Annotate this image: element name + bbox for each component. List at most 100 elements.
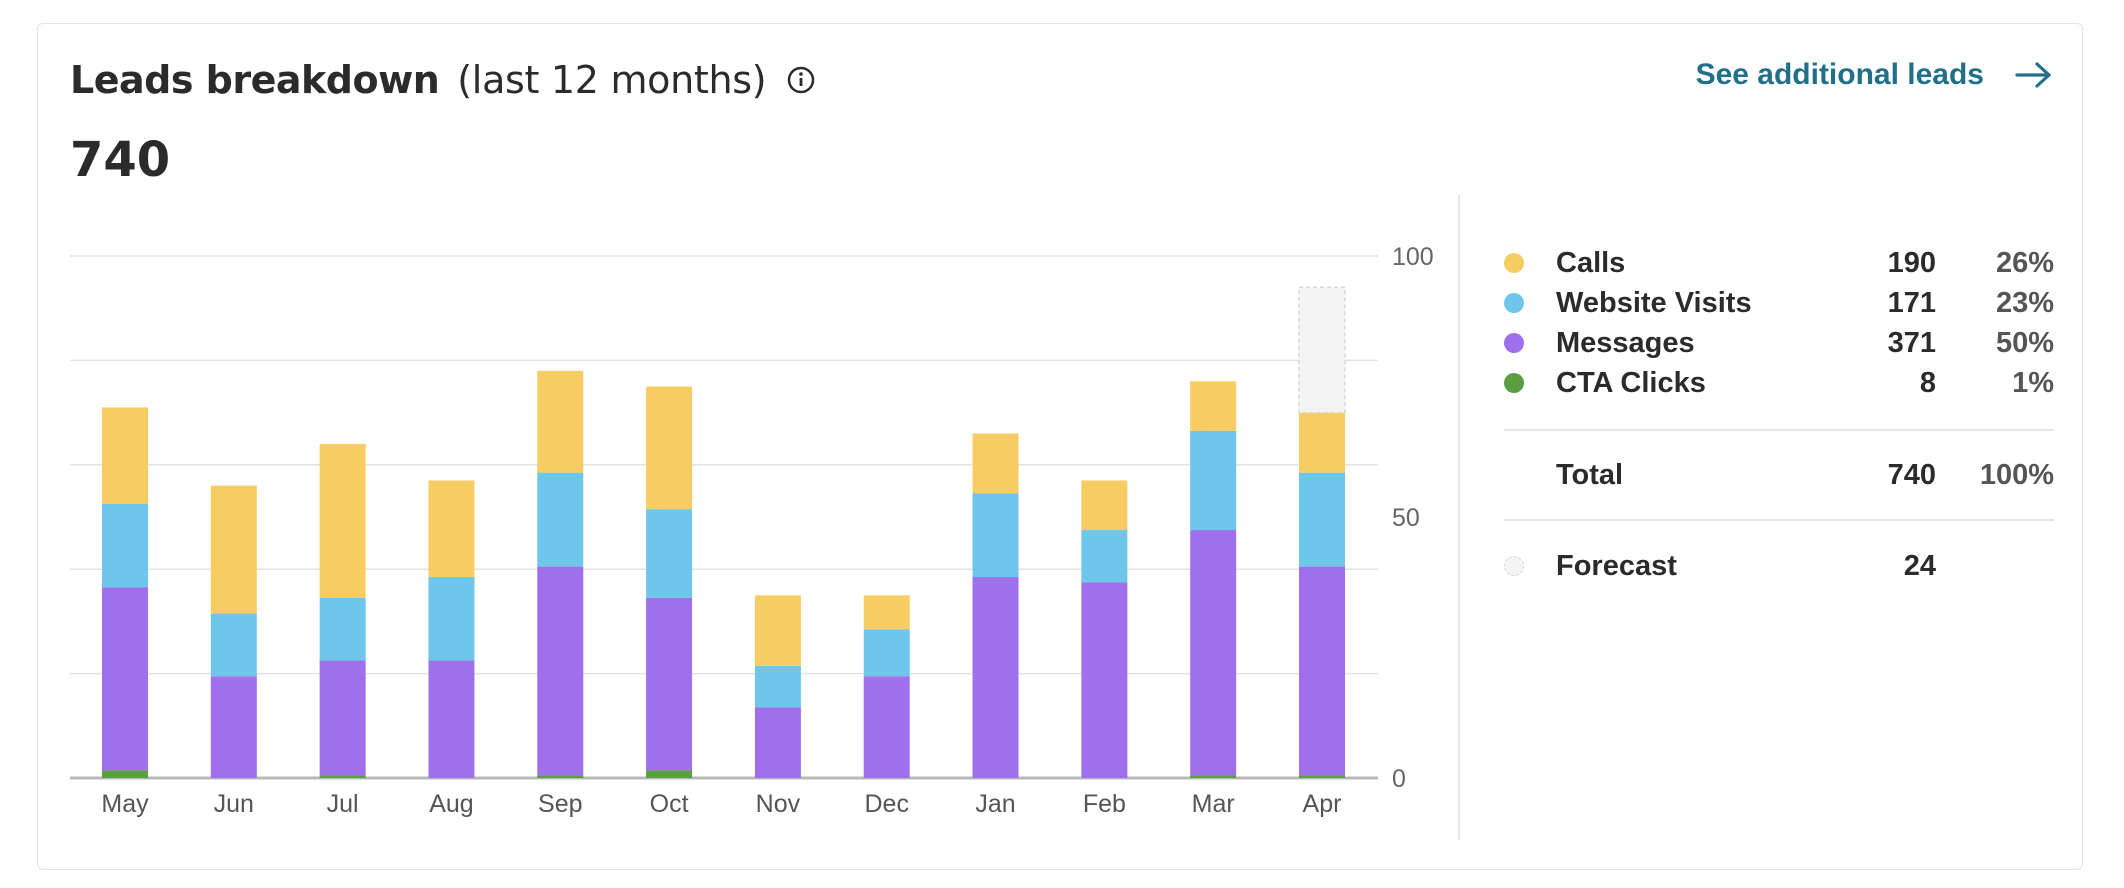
- see-additional-leads-link[interactable]: See additional leads: [1696, 58, 2054, 92]
- chart-gridlines: [70, 255, 1378, 780]
- bar-segment-messages: [1190, 530, 1237, 776]
- total-leads-value: 740: [70, 132, 171, 188]
- bar-segment-calls: [319, 443, 366, 598]
- bar-segment-calls: [102, 407, 148, 504]
- x-tick-label: Oct: [650, 790, 689, 818]
- bar-segment-calls: [210, 485, 257, 614]
- bar-segment-messages: [102, 587, 148, 771]
- x-tick-label: Dec: [864, 790, 908, 818]
- bar-segment-calls: [1190, 381, 1237, 431]
- bar-segment-calls: [646, 386, 693, 510]
- bar-segment-messages: [210, 676, 257, 778]
- legend-item-value: 190: [1887, 246, 1936, 279]
- leads-bar-chart: 0 50 100 May Jun Jul Aug Sep Oct Nov Dec Jan Feb Mar…: [70, 243, 1434, 818]
- bar-segment-calls: [863, 595, 910, 630]
- bar-segment-cta-clicks: [646, 770, 693, 778]
- bar-segment-messages: [972, 577, 1019, 778]
- legend-item-pct: 26%: [1995, 246, 2054, 279]
- x-tick-label: Sep: [538, 790, 582, 818]
- see-additional-leads-label: See additional leads: [1695, 58, 1984, 91]
- legend-forecast: Forecast 24: [1504, 546, 2054, 586]
- legend-item-pct: 1%: [2012, 366, 2054, 399]
- legend-total-pct: 100%: [1979, 458, 2054, 491]
- bar-segment-messages: [1299, 566, 1345, 776]
- bar-segment-calls: [428, 480, 475, 578]
- x-tick-label: Aug: [429, 790, 473, 818]
- x-tick-label: Jul: [327, 790, 359, 818]
- arrow-right-icon: [2015, 62, 2051, 88]
- legend-item-name: Calls: [1556, 246, 1626, 279]
- bar-segment-website-visits: [1081, 530, 1128, 583]
- bar-segment-forecast: [1298, 286, 1346, 414]
- legend-forecast-row: Forecast 24: [1504, 546, 2054, 586]
- bar-segment-website-visits: [646, 509, 693, 598]
- chart-x-ticks: May Jun Jul Aug Sep Oct Nov Dec Jan Feb Mar Apr: [101, 790, 1341, 818]
- bar-segment-website-visits: [319, 597, 366, 661]
- bar-segment-website-visits: [1190, 430, 1237, 531]
- legend-total: Total 740 100%: [1504, 455, 2054, 495]
- legend-item-pct: 23%: [1995, 286, 2054, 319]
- legend-separator: [1504, 429, 2054, 431]
- legend-total-name: Total: [1556, 458, 1624, 491]
- legend-forecast-name: Forecast: [1556, 549, 1677, 582]
- x-tick-label: Nov: [756, 790, 801, 818]
- cta-clicks-dot-icon: [1504, 373, 1524, 393]
- messages-dot-icon: [1504, 333, 1524, 353]
- y-tick-label: 50: [1392, 504, 1420, 532]
- legend-item-name: Website Visits: [1556, 286, 1752, 319]
- bar-segment-messages: [1081, 582, 1128, 778]
- legend-item-name: CTA Clicks: [1556, 366, 1706, 399]
- bar-segment-calls: [754, 595, 801, 666]
- legend-item-messages: Messages 371 50%: [1504, 323, 2054, 363]
- bar-segment-website-visits: [102, 503, 148, 588]
- bar-segment-calls: [1299, 412, 1345, 473]
- legend-total-value: 740: [1887, 458, 1936, 491]
- bar-segment-website-visits: [1299, 472, 1345, 567]
- website-visits-dot-icon: [1504, 293, 1524, 313]
- chart-bars: [102, 286, 1346, 778]
- bar-segment-website-visits: [428, 577, 475, 661]
- bar-segment-cta-clicks: [537, 775, 584, 778]
- legend-item-pct: 50%: [1995, 326, 2054, 359]
- legend-item-value: 8: [1919, 366, 1936, 399]
- bar-segment-messages: [754, 707, 801, 778]
- legend-item-cta-clicks: CTA Clicks 8 1%: [1504, 363, 2054, 403]
- x-tick-label: Apr: [1303, 790, 1342, 818]
- x-tick-label: Mar: [1192, 790, 1235, 818]
- bar-segment-cta-clicks: [319, 775, 366, 778]
- bar-segment-calls: [1081, 480, 1128, 531]
- bar-segment-website-visits: [972, 493, 1019, 578]
- legend-item-calls: Calls 190 26%: [1504, 243, 2054, 283]
- card-subtitle: (last 12 months): [457, 58, 767, 102]
- x-tick-label: Jun: [214, 790, 254, 818]
- legend-item-value: 171: [1887, 286, 1936, 319]
- legend-separator: [1504, 519, 2054, 521]
- bar-segment-website-visits: [210, 613, 257, 677]
- calls-dot-icon: [1504, 253, 1524, 273]
- title-row: Leads breakdown (last 12 months): [70, 58, 816, 102]
- info-icon[interactable]: [786, 65, 816, 95]
- forecast-dot-icon: [1504, 556, 1524, 576]
- bar-segment-website-visits: [537, 472, 584, 567]
- bar-segment-messages: [537, 566, 584, 776]
- bar-segment-messages: [863, 676, 910, 778]
- legend: Calls 190 26% Website Visits 171 23% Mes…: [1504, 243, 2054, 403]
- bar-segment-messages: [319, 660, 366, 776]
- legend-item-name: Messages: [1556, 326, 1695, 359]
- y-tick-label: 0: [1392, 765, 1406, 793]
- bar-segment-messages: [646, 597, 693, 771]
- bar-segment-cta-clicks: [1299, 775, 1345, 778]
- x-tick-label: Feb: [1083, 790, 1126, 818]
- chart-y-ticks: 0 50 100: [1392, 243, 1434, 793]
- leads-breakdown-card: [37, 23, 2083, 870]
- card-title: Leads breakdown: [70, 58, 440, 102]
- x-tick-label: May: [101, 790, 149, 818]
- x-tick-label: Jan: [975, 790, 1015, 818]
- bar-segment-messages: [428, 660, 475, 778]
- bar-segment-website-visits: [754, 665, 801, 708]
- y-tick-label: 100: [1392, 243, 1434, 271]
- chart-legend-divider: [1458, 195, 1460, 840]
- legend-item-value: 371: [1887, 326, 1936, 359]
- bar-segment-calls: [537, 370, 584, 473]
- bar-segment-cta-clicks: [102, 770, 148, 778]
